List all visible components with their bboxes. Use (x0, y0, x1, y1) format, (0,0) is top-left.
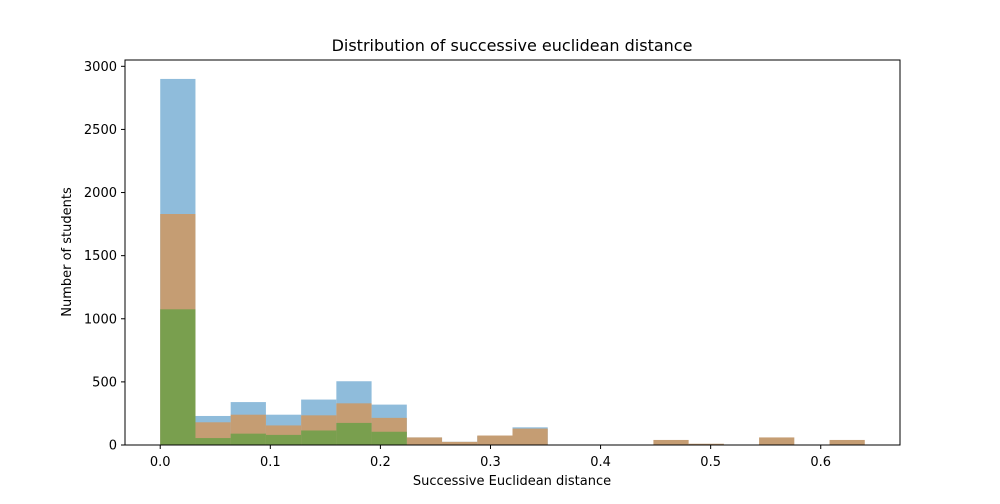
histogram-bar-series-2 (442, 441, 478, 445)
y-axis-label: Number of students (60, 187, 75, 317)
y-tick-label: 1500 (84, 249, 117, 264)
histogram-bar-series-2 (477, 435, 513, 445)
histogram-bar-series-3 (371, 431, 407, 445)
x-axis-label: Successive Euclidean distance (413, 474, 611, 489)
histogram-bar-series-3 (336, 422, 372, 445)
bars-layer (160, 78, 865, 446)
x-tick-label: 0.3 (480, 455, 501, 470)
y-tick-label: 1000 (84, 312, 117, 327)
y-tick-label: 0 (109, 439, 117, 454)
y-tick-label: 500 (92, 375, 117, 390)
histogram-bar-series-3 (265, 434, 302, 445)
x-tick-label: 0.6 (810, 455, 831, 470)
chart-title: Distribution of successive euclidean dis… (332, 36, 693, 55)
x-tick-label: 0.5 (700, 455, 721, 470)
y-axis-ticks: 0 500 1000 1500 2000 2500 3000 (84, 60, 125, 454)
y-tick-label: 3000 (84, 60, 117, 75)
y-tick-label: 2000 (84, 186, 117, 201)
histogram-bar-series-2 (653, 439, 689, 445)
histogram-bar-series-2 (406, 437, 443, 445)
y-tick-label: 2500 (84, 123, 117, 138)
histogram-bar-series-3 (301, 430, 337, 445)
histogram-bar-series-3 (230, 433, 266, 445)
axes-frame (124, 59, 901, 446)
x-tick-label: 0.0 (150, 455, 171, 470)
x-axis-ticks: 0.0 0.1 0.2 0.3 0.4 0.5 0.6 (150, 445, 831, 470)
x-tick-label: 0.1 (260, 455, 281, 470)
histogram-bar-series-2 (688, 443, 724, 445)
histogram-bar-series-2 (512, 428, 548, 445)
histogram-bar-series-2 (759, 437, 795, 445)
x-tick-label: 0.2 (370, 455, 391, 470)
x-tick-label: 0.4 (590, 455, 611, 470)
histogram-bar-series-3 (160, 309, 196, 445)
histogram-bar-series-3 (195, 438, 231, 445)
histogram-bar-series-2 (829, 439, 865, 445)
